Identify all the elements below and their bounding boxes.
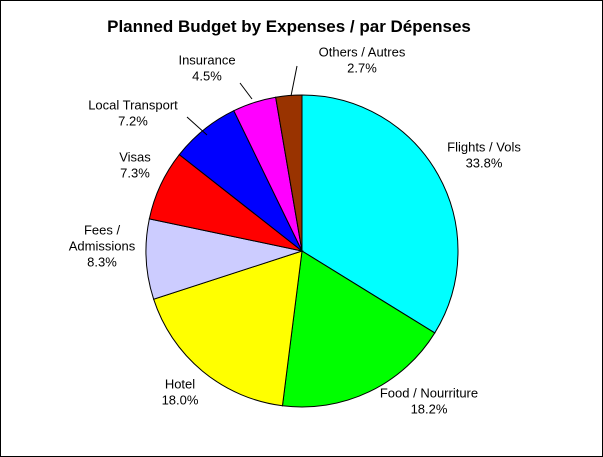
pie-slice-0 bbox=[301, 94, 459, 334]
pie-slice-2 bbox=[153, 250, 303, 407]
connectors-layer bbox=[186, 65, 298, 136]
slice-name-label: Insurance bbox=[178, 52, 235, 67]
slice-name-label: Fees / bbox=[84, 222, 121, 237]
slice-percent-label: 7.2% bbox=[118, 113, 148, 128]
slice-percent-label: 18.2% bbox=[411, 401, 448, 416]
slice-name-label: Visas bbox=[119, 149, 151, 164]
slice-percent-label: 4.5% bbox=[192, 68, 222, 83]
slice-name-label: Local Transport bbox=[88, 97, 178, 112]
slices-layer bbox=[145, 94, 459, 408]
slice-percent-label: 7.3% bbox=[120, 165, 150, 180]
pie-slice-7 bbox=[275, 94, 303, 252]
slice-name-label: Food / Nourriture bbox=[380, 385, 478, 400]
slice-percent-label: 18.0% bbox=[162, 392, 199, 407]
slice-name-label: Hotel bbox=[165, 376, 195, 391]
label-connector-5 bbox=[186, 116, 208, 136]
slice-percent-label: 2.7% bbox=[347, 60, 377, 75]
slice-name-label: Flights / Vols bbox=[447, 139, 521, 154]
chart-title: Planned Budget by Expenses / par Dépense… bbox=[107, 17, 471, 36]
label-connector-7 bbox=[290, 65, 298, 97]
pie-slice-1 bbox=[281, 250, 436, 408]
slice-percent-label: 33.8% bbox=[466, 155, 503, 170]
label-connector-6 bbox=[239, 82, 253, 100]
slice-name-label: Others / Autres bbox=[319, 44, 406, 59]
slice-name-label: Admissions bbox=[69, 238, 136, 253]
slice-percent-label: 8.3% bbox=[87, 254, 117, 269]
